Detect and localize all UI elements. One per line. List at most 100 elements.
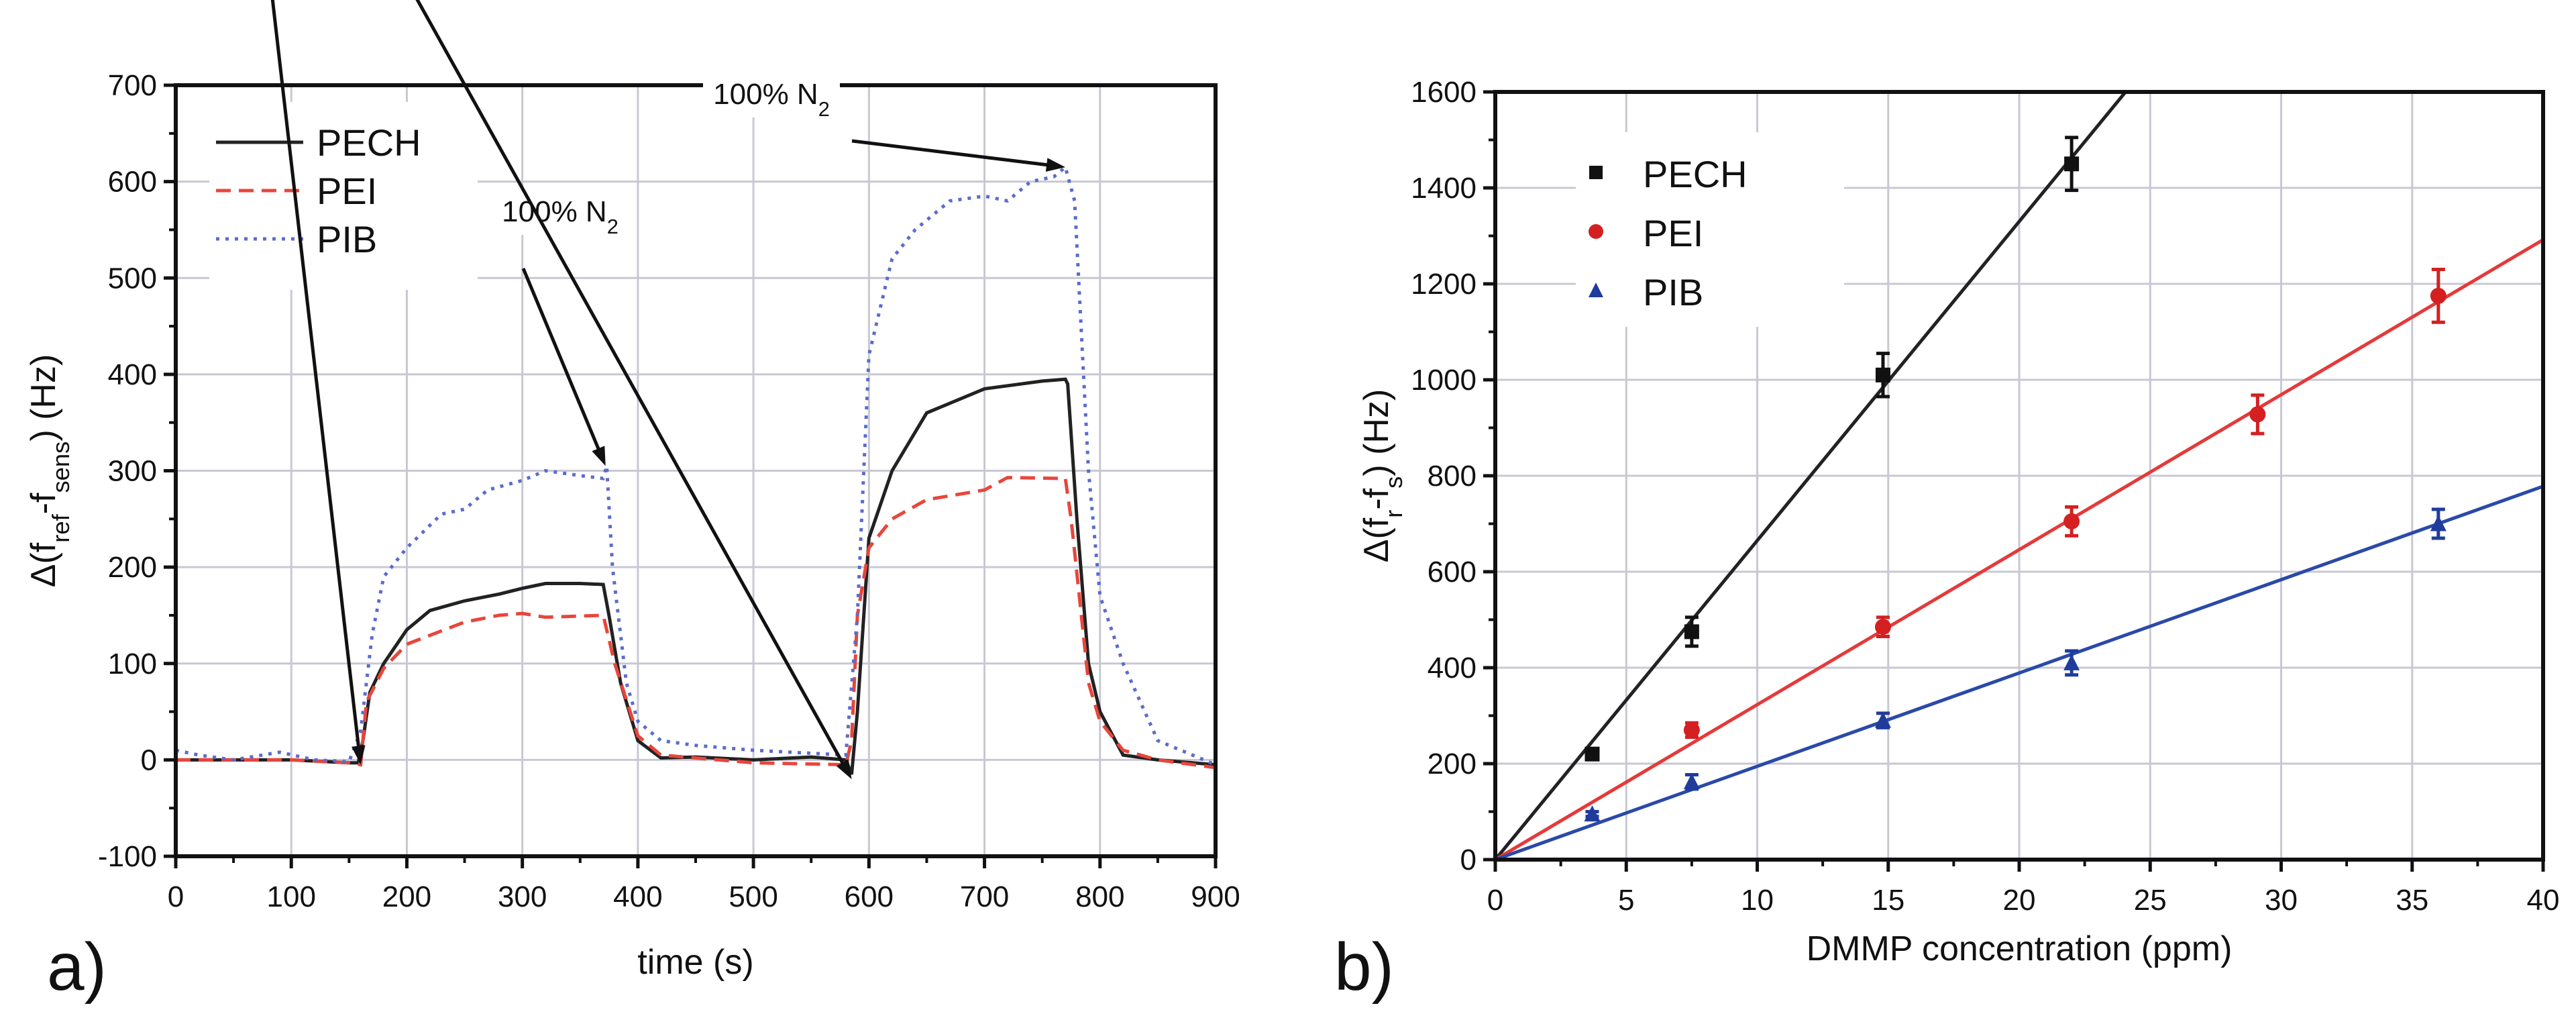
x-tick-label: 700 (960, 880, 1009, 913)
y-tick-label: 1000 (1411, 364, 1477, 397)
x-tick-label: 30 (2265, 884, 2298, 917)
annotation: 100% N2 (492, 191, 629, 466)
x-axis-label: DMMP concentration (ppm) (1807, 929, 2233, 968)
series-line-pei (176, 476, 1216, 770)
y-tick-label: 1600 (1411, 76, 1477, 109)
panel-label: b) (1334, 929, 1394, 1005)
triangle-marker (1683, 773, 1700, 790)
annotation: 906 ppm EtOAc in N2 (270, 0, 366, 765)
y-tick-label: 0 (1460, 844, 1477, 876)
circle-marker (1874, 619, 1891, 635)
x-tick-label: 40 (2527, 884, 2560, 917)
annotation-label: 100% N2 (713, 78, 830, 121)
x-tick-label: 5 (1618, 884, 1634, 917)
plot-area (1495, 92, 2543, 860)
panel-label: a) (47, 929, 107, 1005)
y-tick-label: 700 (108, 69, 157, 102)
data-point-pei (1874, 615, 1891, 639)
legend-marker-pei (1589, 224, 1603, 239)
legend-label-pib: PIB (317, 218, 377, 260)
series-line-pech (176, 377, 1216, 775)
data-point-pech (2064, 136, 2080, 193)
legend: PECH PEI PIB (1576, 132, 1844, 327)
arrow-head-icon (1045, 158, 1066, 172)
data-point-pei (1683, 721, 1700, 740)
data-point-pei (2430, 268, 2447, 324)
fit-line-pech (1495, 92, 2128, 860)
x-tick-label: 900 (1191, 880, 1240, 913)
y-tick-label: 500 (108, 262, 157, 295)
data-point-pib (1683, 772, 1700, 791)
y-tick-label: 400 (1428, 652, 1477, 684)
circle-marker (2249, 406, 2266, 423)
data-point-pei (2249, 393, 2266, 436)
fit-line-pib (1495, 484, 2543, 860)
x-tick-label: 25 (2134, 884, 2167, 917)
arrow-head-icon (352, 745, 366, 765)
x-tick-label: 100 (267, 880, 316, 913)
square-marker (1875, 367, 1890, 382)
x-tick-label: 15 (1872, 884, 1904, 917)
y-tick-label: 600 (1428, 556, 1477, 589)
y-tick-label: 300 (108, 455, 157, 488)
x-tick-label: 300 (498, 880, 547, 913)
data-point-pib (1584, 805, 1601, 822)
data-point-pei (2063, 505, 2080, 538)
square-marker (1684, 624, 1699, 640)
annotation-arrow (415, 0, 845, 766)
annotation-arrow (270, 0, 361, 749)
y-tick-label: 1400 (1411, 172, 1477, 205)
square-marker (2064, 156, 2080, 172)
square-marker (1585, 746, 1600, 762)
y-tick-label: 800 (1428, 460, 1477, 493)
triangle-marker (2063, 654, 2080, 670)
y-tick-label: -100 (98, 840, 157, 873)
legend: PECH PEI PIB (209, 102, 478, 290)
legend-marker-pib (1589, 283, 1603, 297)
fit-line-pei (1495, 238, 2543, 860)
chart-a: PECH PEI PIB 0 100 200 300 400 500 600 700 800 900 -1… (24, 0, 1240, 1005)
series-line-pib (176, 164, 1216, 766)
y-tick-label: 0 (141, 744, 157, 776)
x-tick-label: 500 (729, 880, 777, 913)
legend-label-pei: PEI (1643, 212, 1703, 254)
legend-label-pib: PIB (1643, 271, 1703, 313)
x-tick-label: 400 (613, 880, 662, 913)
x-tick-label: 0 (1487, 884, 1503, 917)
data-point-pech (1585, 746, 1600, 762)
annotation-label: 100% N2 (502, 195, 619, 238)
legend-label-pei: PEI (317, 170, 377, 212)
data-point-pib (2063, 649, 2080, 677)
x-tick-label: 35 (2396, 884, 2428, 917)
triangle-marker (1874, 711, 1891, 728)
arrow-head-icon (592, 446, 606, 466)
annotation: 1795 ppm EtOAc in N2 (415, 0, 852, 780)
y-tick-label: 200 (1428, 748, 1477, 780)
x-tick-label: 20 (2003, 884, 2036, 917)
y-axis-label: Δ(fr-fs) (Hz) (1357, 389, 1407, 563)
annotation: 100% N2 (703, 74, 1066, 172)
annotation-arrow (521, 268, 601, 452)
data-point-pib (2430, 507, 2447, 540)
x-axis-label: time (s) (637, 943, 753, 982)
y-tick-label: 200 (108, 551, 157, 584)
arrow-head-icon (836, 759, 852, 780)
data-point-pech (1684, 615, 1699, 648)
x-tick-label: 200 (382, 880, 431, 913)
legend-label-pech: PECH (1643, 153, 1748, 195)
x-tick-label: 800 (1075, 880, 1124, 913)
x-tick-label: 600 (845, 880, 894, 913)
circle-marker (2063, 513, 2080, 529)
legend-label-pech: PECH (317, 121, 421, 164)
triangle-marker (2430, 515, 2447, 531)
plot-area (176, 164, 1216, 775)
y-tick-label: 1200 (1411, 268, 1477, 301)
y-tick-label: 100 (108, 648, 157, 680)
circle-marker (2430, 287, 2447, 304)
legend-marker-pech (1589, 166, 1603, 179)
data-point-pech (1875, 352, 1890, 399)
y-tick-label: 400 (108, 358, 157, 391)
annotation-arrow (851, 139, 1050, 167)
